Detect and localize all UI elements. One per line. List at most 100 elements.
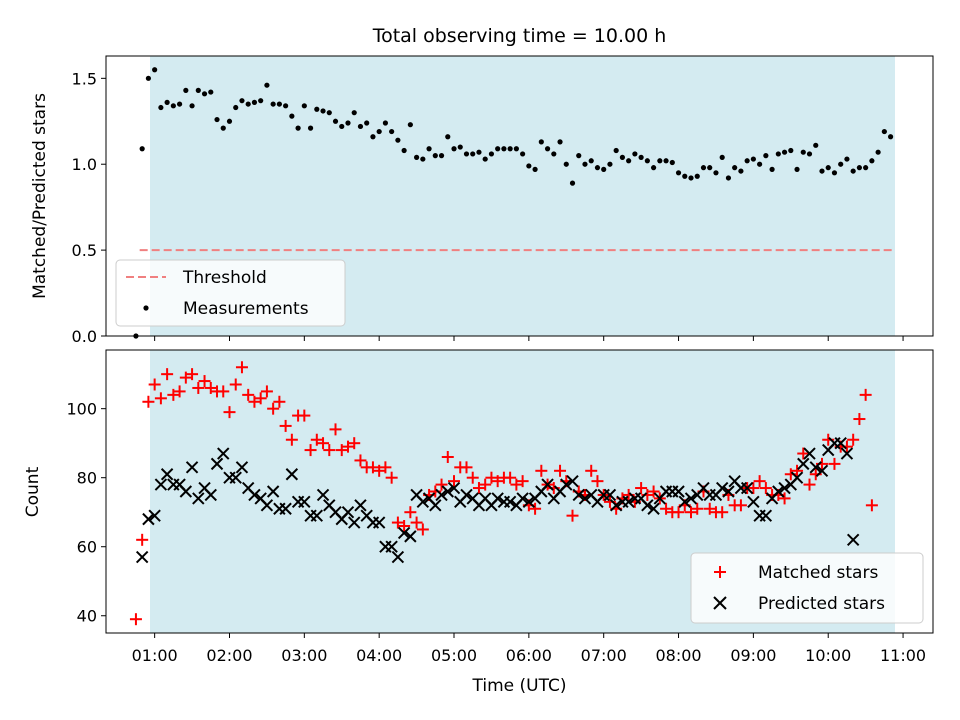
matched-star-marker (285, 433, 298, 446)
predicted-star-marker-b (217, 447, 230, 460)
matched-star-marker (348, 437, 361, 450)
predicted-star-marker-b (778, 481, 791, 495)
measurement-point (663, 158, 669, 164)
measurement-point (389, 128, 395, 135)
matched-star-marker (136, 533, 149, 546)
measurement-point (551, 151, 557, 157)
measurement-point (201, 91, 208, 97)
predicted-star-marker-b (722, 485, 735, 498)
matched-star-marker (479, 478, 492, 491)
measurement-point (451, 146, 457, 152)
predicted-star-marker-b (790, 471, 804, 484)
measurement-point (557, 139, 563, 145)
measurement-point (370, 134, 376, 140)
predicted-star-marker (516, 492, 529, 505)
predicted-star-marker-b (248, 488, 261, 502)
measurement-point (339, 123, 345, 130)
measurement-point (594, 165, 601, 171)
predicted-star-marker (846, 533, 860, 547)
predicted-star-marker (154, 478, 168, 491)
matched-star-marker (223, 406, 236, 419)
measurement-point (395, 137, 401, 143)
measurement-point (495, 146, 501, 152)
measurement-point (239, 98, 245, 104)
measurement-point (800, 149, 806, 155)
predicted-star-marker (441, 485, 454, 498)
matched-star-marker (391, 516, 404, 529)
predicted-star-marker-b (173, 478, 186, 491)
bottom-axes-frame (105, 349, 934, 634)
predicted-star-marker (647, 502, 660, 515)
predicted-star-marker-b (815, 464, 829, 477)
predicted-star-marker-b (697, 481, 710, 495)
measurement-point (738, 168, 744, 174)
top-legend-box (115, 259, 346, 327)
measurement-point (576, 153, 582, 159)
predicted-star-marker-b (429, 499, 442, 512)
measurement-point (869, 158, 875, 164)
measurement-point (426, 146, 432, 152)
measurement-point (675, 170, 682, 176)
predicted-star-marker-b (560, 478, 573, 491)
matched-star-marker (803, 478, 816, 491)
matched-star-marker (585, 464, 598, 477)
bottom-y-axis: 40 60 80 100 (66, 400, 106, 626)
matched-star-marker (865, 499, 878, 512)
measurement-point (607, 161, 613, 167)
legend-predicted-label: Predicted stars (758, 594, 885, 614)
predicted-star-marker (840, 447, 854, 460)
matched-star-marker (129, 613, 142, 626)
matched-star-marker (734, 499, 747, 512)
matched-star-marker (298, 409, 311, 422)
predicted-star-marker-b (609, 499, 623, 512)
measurement-point (813, 142, 819, 148)
measurement-point (195, 87, 201, 93)
matched-star-marker (142, 395, 155, 408)
predicted-star-marker-b (385, 540, 398, 553)
predicted-star-marker-b (323, 499, 336, 512)
measurement-point (382, 120, 389, 126)
predicted-star-marker (266, 485, 280, 498)
matched-star-marker (204, 381, 217, 394)
matched-star-marker (260, 385, 273, 398)
predicted-star-marker-b (179, 485, 193, 498)
measurement-point (526, 163, 532, 169)
predicted-star-marker (715, 481, 729, 495)
predicted-star-marker-b (572, 488, 585, 502)
measurement-point (357, 123, 364, 130)
measurement-point (650, 165, 657, 171)
measurement-point (208, 89, 214, 95)
matched-star-marker (435, 478, 448, 491)
top-y-tick-label: 0.5 (72, 241, 97, 260)
predicted-star-marker-b (148, 509, 161, 522)
predicted-star-marker (772, 485, 785, 498)
top-x-ticks (154, 336, 904, 341)
measurement-point (345, 120, 351, 126)
predicted-star-marker (135, 550, 149, 564)
measurement-point (626, 158, 632, 164)
bottom-x-tick-label: 07:00 (581, 646, 627, 665)
measurement-point (139, 146, 145, 152)
measurement-point (401, 147, 407, 154)
predicted-star-marker (778, 481, 791, 495)
matched-star-marker (448, 475, 461, 488)
predicted-star-marker-b (285, 468, 299, 481)
predicted-star-marker (797, 457, 810, 471)
matched-star-marker (510, 478, 523, 491)
measurement-point (233, 104, 239, 111)
matched-star-marker (529, 502, 542, 515)
matched-star-marker (154, 392, 167, 405)
measurement-point (669, 159, 675, 166)
measurement-point (744, 158, 750, 164)
predicted-star-marker-b (803, 447, 816, 460)
predicted-star-marker-b (447, 481, 461, 495)
bottom-y-tick-label: 100 (66, 400, 97, 419)
predicted-star-marker (391, 550, 405, 564)
measurement-point (588, 158, 594, 164)
bottom-x-tick-label: 10:00 (805, 646, 851, 665)
measurement-point (850, 168, 856, 174)
matched-star-marker (179, 371, 192, 384)
matched-star-marker (847, 433, 860, 446)
predicted-star-marker (447, 481, 461, 495)
predicted-star-marker (416, 495, 430, 509)
